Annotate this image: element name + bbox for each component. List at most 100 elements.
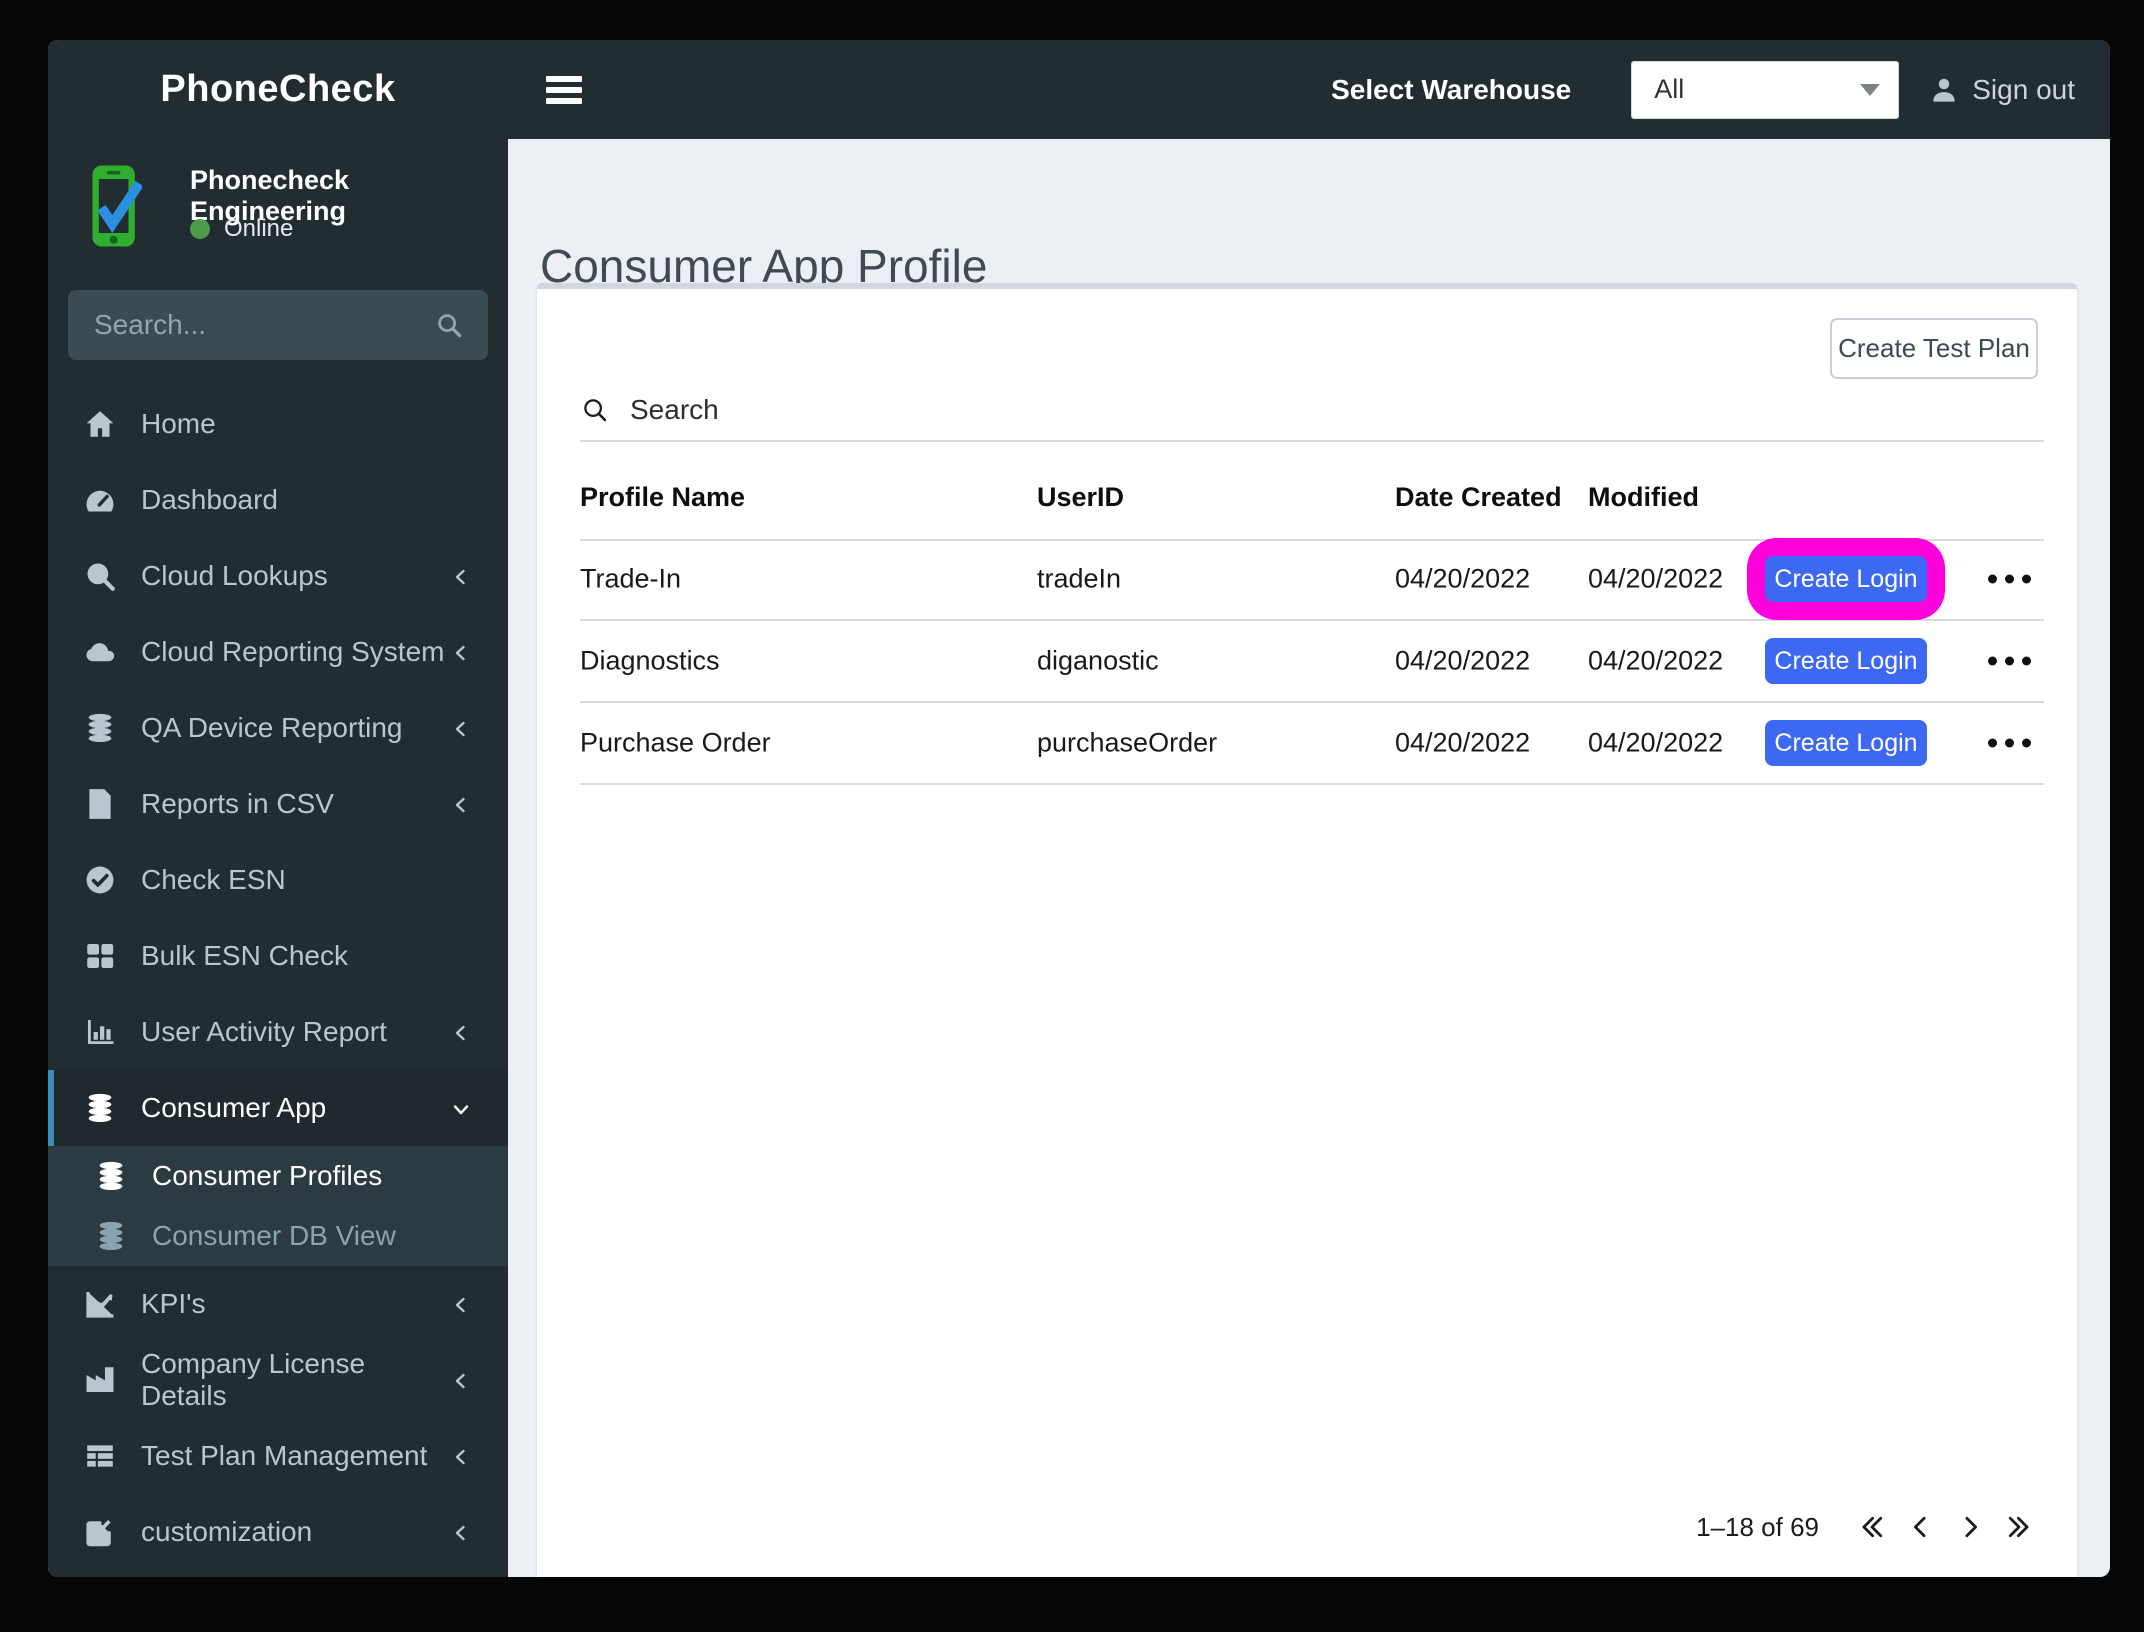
sidebar-item-consumer-app[interactable]: Consumer App	[48, 1070, 508, 1146]
cell-user-id: tradeIn	[1037, 563, 1122, 594]
row-more-options-button[interactable]	[1988, 574, 2031, 584]
column-header-modified: Modified	[1588, 482, 1699, 512]
sidebar-item-label: customization	[141, 1516, 313, 1547]
double-chevron-left-icon	[1862, 1516, 1883, 1538]
chevron-down-icon	[449, 1096, 473, 1120]
chevron-left-icon	[449, 1020, 473, 1044]
sidebar-item-kpis[interactable]: KPI's	[48, 1266, 508, 1342]
cell-modified: 04/20/2022	[1588, 563, 1724, 594]
warehouse-label: Select Warehouse	[1331, 73, 1572, 105]
create-test-plan-button[interactable]: Create Test Plan	[1830, 318, 2038, 379]
chevron-left-icon	[449, 1292, 473, 1316]
sidebar-item-bulk-esn-check[interactable]: Bulk ESN Check	[48, 918, 508, 994]
phonecheck-logo-icon	[92, 165, 142, 247]
cell-user-id: purchaseOrder	[1037, 727, 1218, 758]
sidebar-item-label: Reports in CSV	[141, 788, 334, 819]
sidebar-item-reports-in-csv[interactable]: Reports in CSV	[48, 766, 508, 842]
chevron-right-icon	[1965, 1516, 1977, 1538]
signout-label: Sign out	[1972, 73, 2075, 105]
chevron-left-icon	[449, 564, 473, 588]
sidebar-item-label: QA Device Reporting	[141, 712, 403, 743]
cloud-icon	[83, 635, 117, 669]
database-icon	[83, 1091, 117, 1125]
status-indicator: Online	[190, 215, 293, 243]
sidebar-item-label: Company License Details	[141, 1348, 366, 1411]
sidebar-subitem-label: Consumer DB View	[152, 1220, 396, 1251]
sidebar: Phonecheck Engineering Online Home Dashb…	[48, 139, 508, 1577]
line-chart-icon	[83, 1287, 117, 1321]
sidebar-item-customization[interactable]: customization	[48, 1494, 508, 1570]
sidebar-toggle-hamburger-icon[interactable]	[546, 71, 582, 109]
sidebar-menu: Home Dashboard Cloud Lookups Cloud Repor…	[48, 386, 508, 1570]
chevron-left-icon	[449, 640, 473, 664]
column-header-userid: UserID	[1037, 482, 1125, 512]
row-more-options-button[interactable]	[1988, 656, 2031, 666]
chevron-left-icon	[449, 1444, 473, 1468]
table-search-input[interactable]	[628, 392, 2044, 427]
sidebar-item-cloud-lookups[interactable]: Cloud Lookups	[48, 538, 508, 614]
sidebar-item-label: Bulk ESN Check	[141, 940, 348, 971]
sidebar-item-user-activity-report[interactable]: User Activity Report	[48, 994, 508, 1070]
row-more-options-button[interactable]	[1988, 738, 2031, 748]
sidebar-item-label: User Activity Report	[141, 1016, 387, 1047]
database-icon	[94, 1219, 128, 1253]
sidebar-search	[68, 290, 488, 360]
home-icon	[83, 407, 117, 441]
search-icon	[438, 314, 462, 338]
create-login-button[interactable]: Create Login	[1765, 638, 1927, 684]
sidebar-item-qa-device-reporting[interactable]: QA Device Reporting	[48, 690, 508, 766]
double-chevron-right-icon	[2008, 1516, 2029, 1538]
cell-profile-name: Trade-In	[580, 563, 682, 594]
topbar-right: Select Warehouse All Sign out	[1331, 60, 2075, 119]
content-card: Create Test Plan Profile Name UserID Dat…	[537, 283, 2077, 1577]
sidebar-item-label: Home	[141, 408, 216, 439]
create-login-button[interactable]: Create Login	[1765, 556, 1927, 602]
column-header-profile-name: Profile Name	[580, 482, 746, 512]
cell-modified: 04/20/2022	[1588, 727, 1724, 758]
grid-icon	[83, 939, 117, 973]
online-dot-icon	[190, 219, 210, 239]
sidebar-search-input[interactable]	[92, 308, 434, 342]
sidebar-subitem-consumer-profiles[interactable]: Consumer Profiles	[48, 1146, 508, 1206]
sidebar-item-dashboard[interactable]: Dashboard	[48, 462, 508, 538]
chevron-left-icon	[449, 1368, 473, 1392]
chevron-left-icon	[1914, 1516, 1926, 1538]
cell-date-created: 04/20/2022	[1395, 563, 1531, 594]
sidebar-item-company-license-details[interactable]: Company License Details	[48, 1342, 508, 1418]
table-row: Diagnostics diganostic 04/20/2022 04/20/…	[580, 621, 2044, 703]
list-icon	[83, 1439, 117, 1473]
sidebar-item-check-esn[interactable]: Check ESN	[48, 842, 508, 918]
sidebar-item-cloud-reporting-system[interactable]: Cloud Reporting System	[48, 614, 508, 690]
previous-page-button[interactable]	[1904, 1510, 1938, 1544]
industry-icon	[83, 1363, 117, 1397]
table-header-row: Profile Name UserID Date Created Modifie…	[580, 440, 2044, 541]
first-page-button[interactable]	[1855, 1510, 1889, 1544]
cell-date-created: 04/20/2022	[1395, 727, 1531, 758]
sidebar-item-home[interactable]: Home	[48, 386, 508, 462]
database-icon	[83, 711, 117, 745]
user-icon	[1933, 78, 1955, 102]
check-circle-icon	[83, 863, 117, 897]
sidebar-item-label: Consumer App	[141, 1092, 327, 1123]
column-header-date-created: Date Created	[1395, 482, 1562, 512]
caret-down-icon	[1860, 83, 1881, 96]
sidebar-item-label: KPI's	[141, 1288, 206, 1319]
signout-button[interactable]: Sign out	[1929, 74, 2075, 106]
sidebar-subitem-consumer-db-view[interactable]: Consumer DB View	[48, 1206, 508, 1266]
edit-icon	[83, 1515, 117, 1549]
table-row: Purchase Order purchaseOrder 04/20/2022 …	[580, 703, 2044, 785]
chevron-left-icon	[449, 1520, 473, 1544]
cell-modified: 04/20/2022	[1588, 645, 1724, 676]
next-page-button[interactable]	[1953, 1510, 1987, 1544]
sidebar-subitem-label: Consumer Profiles	[152, 1160, 383, 1191]
cell-date-created: 04/20/2022	[1395, 645, 1531, 676]
sidebar-item-test-plan-management[interactable]: Test Plan Management	[48, 1418, 508, 1494]
last-page-button[interactable]	[2002, 1510, 2036, 1544]
warehouse-select[interactable]: All	[1631, 60, 1900, 119]
chevron-left-icon	[449, 716, 473, 740]
create-login-button[interactable]: Create Login	[1765, 720, 1927, 766]
app-window: PhoneCheck Select Warehouse All Sign out	[48, 40, 2110, 1577]
sidebar-item-label: Cloud Reporting System	[141, 636, 445, 667]
database-icon	[94, 1159, 128, 1193]
online-label: Online	[224, 215, 294, 242]
